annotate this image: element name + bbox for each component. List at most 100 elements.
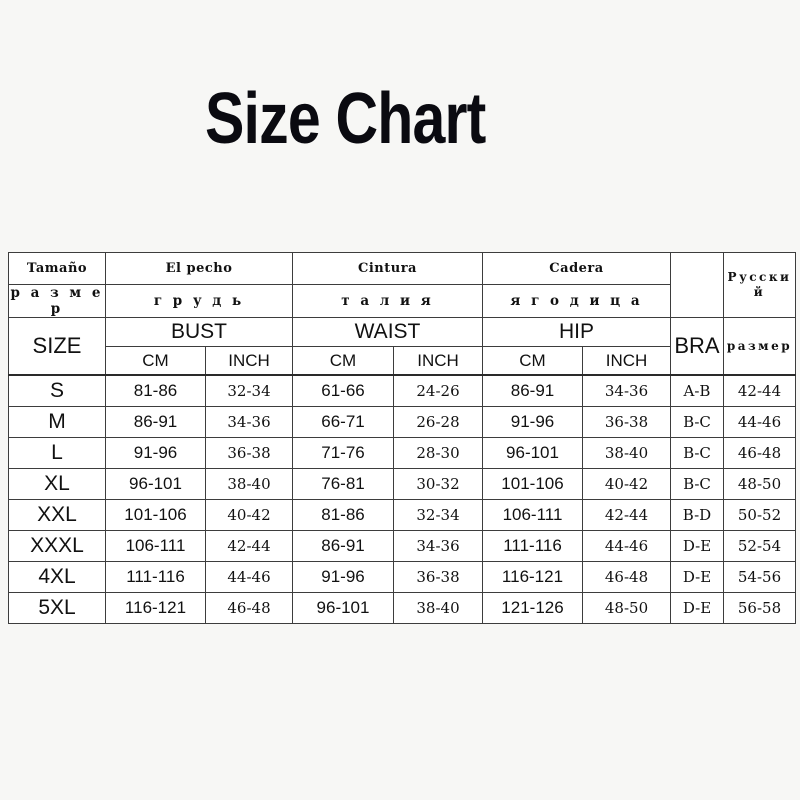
cell-bust-inch: 40-42 xyxy=(205,499,293,531)
title-area: Size Chart xyxy=(0,0,800,252)
cell-hip-inch: 44-46 xyxy=(582,530,671,562)
header-hip-cm: CM xyxy=(482,346,583,376)
cell-waist-inch: 30-32 xyxy=(393,468,483,500)
cell-size: XXXL xyxy=(8,530,106,562)
cell-bra: A-B xyxy=(670,374,724,407)
cell-bust-cm: 96-101 xyxy=(105,468,206,500)
header-waist-cm: CM xyxy=(292,346,394,376)
cell-russian-size: 44-46 xyxy=(723,406,796,438)
cell-russian-size: 52-54 xyxy=(723,530,796,562)
cell-russian-size: 46-48 xyxy=(723,437,796,469)
size-chart-table: Tamaño El pecho Cintura Cadera Русский р… xyxy=(8,252,796,624)
cell-bust-cm: 111-116 xyxy=(105,561,206,593)
cell-bra: B-D xyxy=(670,499,724,531)
header-row-russian: р а з м е р г р у д ь т а л и я я г о д … xyxy=(8,284,796,318)
page-title: Size Chart xyxy=(205,79,486,159)
header-row-units: CM INCH CM INCH CM INCH xyxy=(9,346,796,376)
cell-bust-inch: 38-40 xyxy=(205,468,293,500)
size-chart-container: Tamaño El pecho Cintura Cadera Русский р… xyxy=(8,252,796,624)
cell-russian-size: 54-56 xyxy=(723,561,796,593)
cell-hip-cm: 101-106 xyxy=(482,468,583,500)
cell-waist-inch: 32-34 xyxy=(393,499,483,531)
header-waist-es: Cintura xyxy=(292,252,483,285)
header-waist-ru: т а л и я xyxy=(292,284,483,318)
cell-hip-inch: 36-38 xyxy=(582,406,671,438)
cell-waist-inch: 38-40 xyxy=(393,592,483,624)
header-bra-en: BRA xyxy=(670,317,724,376)
table-row: M 86-91 34-36 66-71 26-28 91-96 36-38 B-… xyxy=(8,406,796,438)
cell-russian-size: 50-52 xyxy=(723,499,796,531)
header-waist-en: WAIST xyxy=(292,317,483,347)
table-row: XXXL 106-111 42-44 86-91 34-36 111-116 4… xyxy=(8,530,796,562)
cell-waist-inch: 34-36 xyxy=(393,530,483,562)
cell-hip-cm: 106-111 xyxy=(482,499,583,531)
cell-bust-cm: 86-91 xyxy=(105,406,206,438)
cell-waist-cm: 91-96 xyxy=(292,561,394,593)
cell-hip-cm: 91-96 xyxy=(482,406,583,438)
cell-bra: D-E xyxy=(670,561,724,593)
header-size-es: Tamaño xyxy=(8,252,106,285)
cell-size: XXL xyxy=(8,499,106,531)
cell-waist-cm: 66-71 xyxy=(292,406,394,438)
table-row: L 91-96 36-38 71-76 28-30 96-101 38-40 B… xyxy=(8,437,796,469)
table-row: XL 96-101 38-40 76-81 30-32 101-106 40-4… xyxy=(8,468,796,500)
cell-waist-inch: 36-38 xyxy=(393,561,483,593)
cell-hip-inch: 40-42 xyxy=(582,468,671,500)
header-bust-ru: г р у д ь xyxy=(105,284,293,318)
cell-hip-inch: 46-48 xyxy=(582,561,671,593)
cell-bust-inch: 32-34 xyxy=(205,374,293,407)
cell-size: XL xyxy=(8,468,106,500)
cell-waist-cm: 86-91 xyxy=(292,530,394,562)
cell-bra: B-C xyxy=(670,406,724,438)
cell-waist-cm: 71-76 xyxy=(292,437,394,469)
header-bra-spacer xyxy=(670,252,724,318)
header-row-spanish: Tamaño El pecho Cintura Cadera Русский xyxy=(8,252,796,318)
cell-bra: B-C xyxy=(670,437,724,469)
cell-hip-inch: 38-40 xyxy=(582,437,671,469)
cell-waist-inch: 26-28 xyxy=(393,406,483,438)
header-row-english: SIZE BUST WAIST HIP BRA размер xyxy=(8,317,796,376)
cell-hip-cm: 86-91 xyxy=(482,374,583,407)
cell-size: 5XL xyxy=(8,592,106,624)
table-row: 5XL 116-121 46-48 96-101 38-40 121-126 4… xyxy=(8,592,796,624)
header-bust-es: El pecho xyxy=(105,252,293,285)
cell-bust-inch: 36-38 xyxy=(205,437,293,469)
cell-hip-inch: 42-44 xyxy=(582,499,671,531)
header-hip-ru: я г о д и ц а xyxy=(482,284,671,318)
cell-bust-inch: 44-46 xyxy=(205,561,293,593)
cell-bust-inch: 42-44 xyxy=(205,530,293,562)
cell-bust-cm: 106-111 xyxy=(105,530,206,562)
cell-hip-cm: 96-101 xyxy=(482,437,583,469)
cell-bust-cm: 116-121 xyxy=(105,592,206,624)
cell-russian-size: 56-58 xyxy=(723,592,796,624)
cell-waist-inch: 28-30 xyxy=(393,437,483,469)
header-size-ru: р а з м е р xyxy=(8,284,106,318)
cell-bra: D-E xyxy=(670,592,724,624)
header-hip-es: Cadera xyxy=(482,252,671,285)
cell-size: M xyxy=(8,406,106,438)
cell-bra: B-C xyxy=(670,468,724,500)
cell-hip-cm: 111-116 xyxy=(482,530,583,562)
cell-hip-cm: 116-121 xyxy=(482,561,583,593)
header-hip-en: HIP xyxy=(482,317,671,347)
cell-russian-size: 48-50 xyxy=(723,468,796,500)
cell-russian-size: 42-44 xyxy=(723,374,796,407)
header-bust-inch: INCH xyxy=(205,346,293,376)
cell-bust-cm: 81-86 xyxy=(105,374,206,407)
table-row: XXL 101-106 40-42 81-86 32-34 106-111 42… xyxy=(8,499,796,531)
header-russian-size-label: размер xyxy=(723,317,796,376)
header-hip-inch: INCH xyxy=(582,346,671,376)
cell-waist-cm: 96-101 xyxy=(292,592,394,624)
cell-waist-inch: 24-26 xyxy=(393,374,483,407)
table-row: 4XL 111-116 44-46 91-96 36-38 116-121 46… xyxy=(8,561,796,593)
cell-hip-inch: 48-50 xyxy=(582,592,671,624)
header-size-en: SIZE xyxy=(8,317,106,376)
cell-waist-cm: 76-81 xyxy=(292,468,394,500)
cell-bra: D-E xyxy=(670,530,724,562)
cell-size: 4XL xyxy=(8,561,106,593)
cell-bust-inch: 34-36 xyxy=(205,406,293,438)
header-waist-inch: INCH xyxy=(393,346,483,376)
cell-bust-cm: 101-106 xyxy=(105,499,206,531)
cell-bust-inch: 46-48 xyxy=(205,592,293,624)
cell-bust-cm: 91-96 xyxy=(105,437,206,469)
